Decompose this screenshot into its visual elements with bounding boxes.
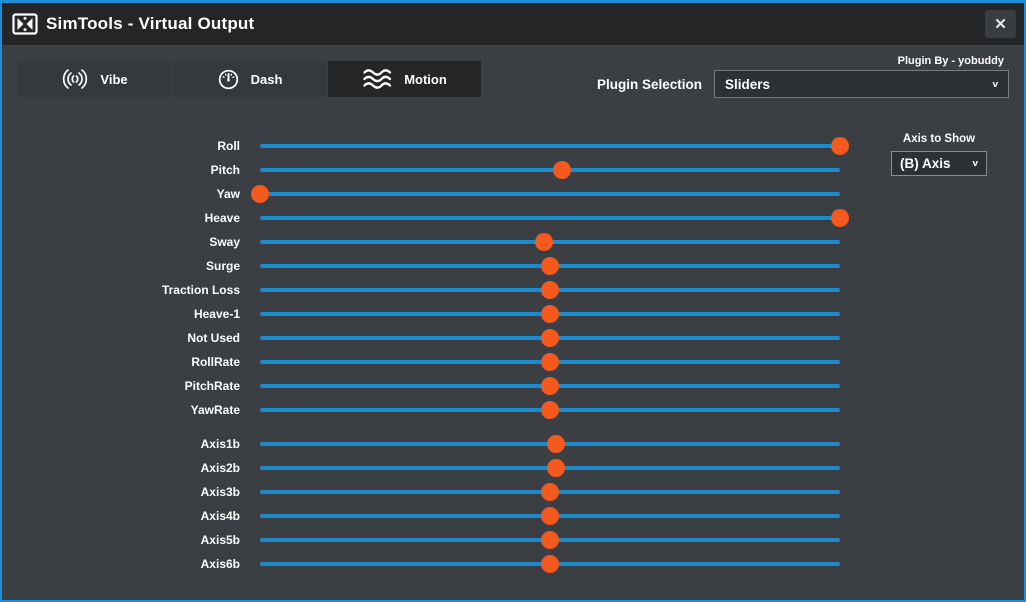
slider-thumb[interactable] [541,401,559,419]
slider-thumb[interactable] [831,209,849,227]
slider-track[interactable] [260,216,840,220]
slider-row: Surge [2,254,1024,278]
slider-label: Axis5b [2,528,240,552]
slider-track[interactable] [260,514,840,518]
slider-label: Yaw [2,182,240,206]
slider-thumb[interactable] [541,483,559,501]
slider-thumb[interactable] [251,185,269,203]
sliders-area: Roll Pitch Yaw Heave Sway [2,3,1024,600]
slider-label: Not Used [2,326,240,350]
slider-track[interactable] [260,360,840,364]
slider-row: Heave [2,206,1024,230]
slider-track[interactable] [260,442,840,446]
slider-label: YawRate [2,398,240,422]
slider-row: Traction Loss [2,278,1024,302]
slider-label: Axis6b [2,552,240,576]
slider-label: Sway [2,230,240,254]
slider-track[interactable] [260,168,840,172]
slider-thumb[interactable] [547,435,565,453]
slider-label: Roll [2,134,240,158]
slider-row: PitchRate [2,374,1024,398]
slider-thumb[interactable] [535,233,553,251]
slider-row: Axis1b [2,432,1024,456]
slider-track[interactable] [260,384,840,388]
slider-track[interactable] [260,538,840,542]
slider-row: Not Used [2,326,1024,350]
slider-track[interactable] [260,408,840,412]
slider-track[interactable] [260,264,840,268]
slider-row: Roll [2,134,1024,158]
slider-row: Axis3b [2,480,1024,504]
slider-label: Axis1b [2,432,240,456]
slider-row: Axis6b [2,552,1024,576]
slider-track[interactable] [260,240,840,244]
slider-track[interactable] [260,192,840,196]
slider-label: RollRate [2,350,240,374]
slider-track[interactable] [260,490,840,494]
slider-track[interactable] [260,288,840,292]
slider-track[interactable] [260,466,840,470]
slider-row: Pitch [2,158,1024,182]
slider-label: Surge [2,254,240,278]
slider-label: PitchRate [2,374,240,398]
slider-row: Axis4b [2,504,1024,528]
slider-track[interactable] [260,312,840,316]
slider-row: Sway [2,230,1024,254]
slider-row: YawRate [2,398,1024,422]
slider-row: Axis2b [2,456,1024,480]
slider-track[interactable] [260,562,840,566]
slider-label: Axis3b [2,480,240,504]
slider-row: Heave-1 [2,302,1024,326]
slider-track[interactable] [260,144,840,148]
slider-row: Yaw [2,182,1024,206]
slider-thumb[interactable] [541,377,559,395]
slider-row: RollRate [2,350,1024,374]
slider-thumb[interactable] [541,305,559,323]
slider-thumb[interactable] [541,353,559,371]
slider-label: Axis4b [2,504,240,528]
slider-label: Traction Loss [2,278,240,302]
slider-thumb[interactable] [547,459,565,477]
slider-thumb[interactable] [541,257,559,275]
slider-thumb[interactable] [553,161,571,179]
slider-label: Heave-1 [2,302,240,326]
slider-thumb[interactable] [831,137,849,155]
slider-label: Pitch [2,158,240,182]
slider-thumb[interactable] [541,555,559,573]
slider-thumb[interactable] [541,507,559,525]
slider-label: Heave [2,206,240,230]
slider-label: Axis2b [2,456,240,480]
slider-thumb[interactable] [541,281,559,299]
slider-track[interactable] [260,336,840,340]
slider-row: Axis5b [2,528,1024,552]
slider-thumb[interactable] [541,531,559,549]
simtools-window: SimTools - Virtual Output ✕ Vibe [0,0,1026,602]
slider-thumb[interactable] [541,329,559,347]
